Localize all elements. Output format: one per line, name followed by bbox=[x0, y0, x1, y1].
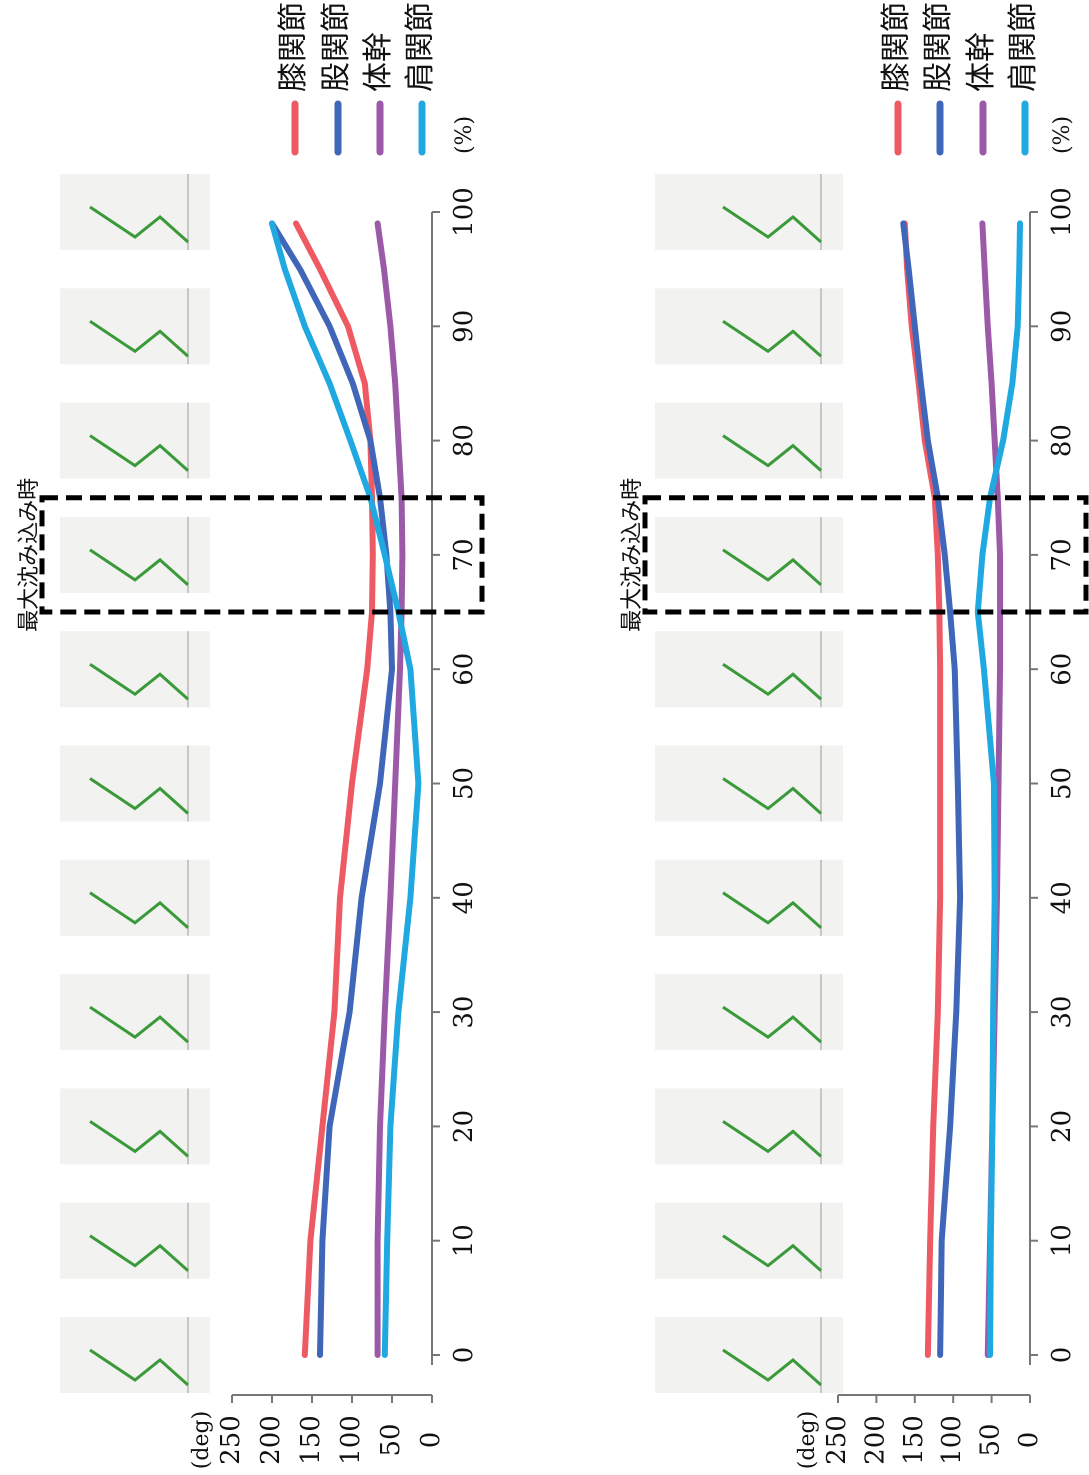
thumbnail bbox=[655, 174, 843, 250]
y-tick-label: 100 bbox=[336, 1415, 366, 1465]
legend-label: 膝関節 bbox=[276, 2, 311, 92]
legend-label: 股関節 bbox=[921, 2, 956, 92]
x-tick-label: 20 bbox=[1047, 1110, 1077, 1143]
y-tick-label: 250 bbox=[216, 1415, 246, 1465]
legend-label: 膝関節 bbox=[879, 2, 914, 92]
legend-label: 肩関節 bbox=[1006, 2, 1041, 92]
thumbnail bbox=[655, 631, 843, 707]
thumbnail bbox=[655, 974, 843, 1050]
y-tick-label: 0 bbox=[416, 1432, 446, 1449]
y-tick-label: 50 bbox=[376, 1423, 406, 1456]
y-tick-label: 50 bbox=[976, 1423, 1006, 1456]
y-tick-label: 150 bbox=[899, 1415, 929, 1465]
legend-label: 股関節 bbox=[319, 2, 354, 92]
legend-label: 体幹 bbox=[361, 32, 396, 92]
y-tick-label: 0 bbox=[1014, 1432, 1044, 1449]
y-tick-label: 250 bbox=[822, 1415, 852, 1465]
x-tick-label: 100 bbox=[449, 187, 479, 237]
x-tick-label: 40 bbox=[449, 881, 479, 914]
x-axis-unit: (%) bbox=[1050, 116, 1075, 154]
x-tick-label: 40 bbox=[1047, 881, 1077, 914]
thumbnail bbox=[655, 860, 843, 936]
x-tick-label: 80 bbox=[1047, 424, 1077, 457]
thumbnail bbox=[655, 1203, 843, 1279]
x-tick-label: 10 bbox=[449, 1224, 479, 1257]
x-tick-label: 0 bbox=[1047, 1347, 1077, 1364]
x-tick-label: 50 bbox=[1047, 767, 1077, 800]
x-tick-label: 70 bbox=[449, 538, 479, 571]
chart-page: 0102030405060708090100050100150200250(de… bbox=[0, 0, 1089, 1475]
thumbnail bbox=[655, 288, 843, 364]
x-axis-unit: (%) bbox=[452, 116, 477, 154]
x-tick-label: 30 bbox=[1047, 996, 1077, 1029]
y-tick-label: 100 bbox=[937, 1415, 967, 1465]
x-tick-label: 100 bbox=[1047, 187, 1077, 237]
annotation: 最大沈み込み時 bbox=[620, 478, 645, 632]
thumbnail bbox=[655, 1088, 843, 1164]
thumbnail bbox=[655, 517, 843, 593]
x-tick-label: 80 bbox=[449, 424, 479, 457]
y-tick-label: 200 bbox=[256, 1415, 286, 1465]
thumbnail bbox=[655, 746, 843, 822]
y-axis-unit: (deg) bbox=[795, 1411, 820, 1469]
x-tick-label: 20 bbox=[449, 1110, 479, 1143]
x-tick-label: 70 bbox=[1047, 538, 1077, 571]
y-axis-unit: (deg) bbox=[189, 1411, 214, 1469]
y-tick-label: 200 bbox=[860, 1415, 890, 1465]
annotation: 最大沈み込み時 bbox=[17, 478, 42, 632]
thumbnail bbox=[655, 1317, 843, 1393]
x-tick-label: 0 bbox=[449, 1347, 479, 1364]
x-tick-label: 30 bbox=[449, 996, 479, 1029]
thumbnail bbox=[655, 403, 843, 479]
x-tick-label: 60 bbox=[449, 653, 479, 686]
y-tick-label: 150 bbox=[296, 1415, 326, 1465]
x-tick-label: 90 bbox=[1047, 310, 1077, 343]
legend-label: 体幹 bbox=[964, 32, 999, 92]
x-tick-label: 50 bbox=[449, 767, 479, 800]
legend-label: 肩関節 bbox=[403, 2, 438, 92]
x-tick-label: 60 bbox=[1047, 653, 1077, 686]
x-tick-label: 90 bbox=[449, 310, 479, 343]
x-tick-label: 10 bbox=[1047, 1224, 1077, 1257]
